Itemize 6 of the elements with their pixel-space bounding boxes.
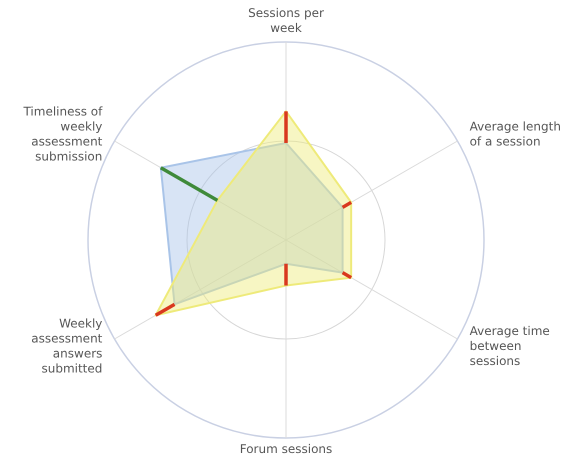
spoke-label: Average length of a session xyxy=(470,120,561,148)
spoke-label: Timeliness of weekly assessment submission xyxy=(22,104,104,164)
spoke-label: Sessions per week xyxy=(248,6,324,35)
spoke-label: Forum sessions xyxy=(240,442,332,456)
spoke-label: Weekly assessment answers submitted xyxy=(31,316,103,376)
spoke-label: Average time between sessions xyxy=(470,324,550,368)
